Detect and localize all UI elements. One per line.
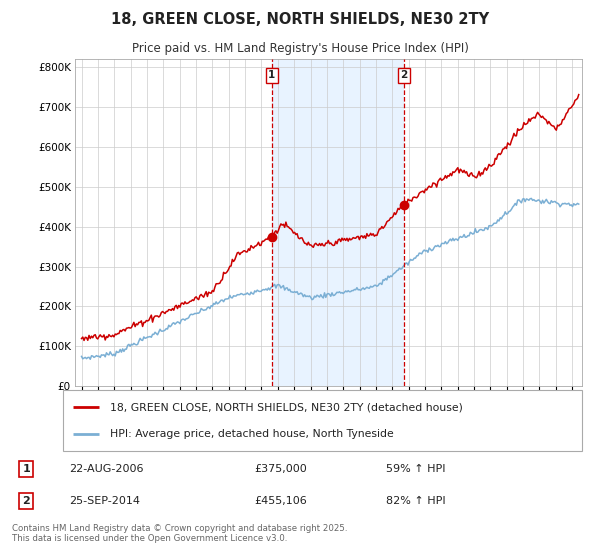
Text: 1: 1	[268, 70, 275, 80]
Text: Contains HM Land Registry data © Crown copyright and database right 2025.
This d: Contains HM Land Registry data © Crown c…	[12, 524, 347, 543]
Text: 18, GREEN CLOSE, NORTH SHIELDS, NE30 2TY: 18, GREEN CLOSE, NORTH SHIELDS, NE30 2TY	[111, 12, 489, 27]
Text: 59% ↑ HPI: 59% ↑ HPI	[386, 464, 446, 474]
Text: 2: 2	[23, 496, 30, 506]
Text: £455,106: £455,106	[254, 496, 307, 506]
Text: 18, GREEN CLOSE, NORTH SHIELDS, NE30 2TY (detached house): 18, GREEN CLOSE, NORTH SHIELDS, NE30 2TY…	[110, 402, 463, 412]
Text: HPI: Average price, detached house, North Tyneside: HPI: Average price, detached house, Nort…	[110, 429, 394, 439]
Text: 2: 2	[401, 70, 408, 80]
FancyBboxPatch shape	[63, 390, 582, 451]
Text: 1: 1	[23, 464, 30, 474]
Text: Price paid vs. HM Land Registry's House Price Index (HPI): Price paid vs. HM Land Registry's House …	[131, 43, 469, 55]
Text: 82% ↑ HPI: 82% ↑ HPI	[386, 496, 446, 506]
Text: £375,000: £375,000	[254, 464, 307, 474]
Text: 22-AUG-2006: 22-AUG-2006	[70, 464, 144, 474]
Bar	[272, 59, 404, 386]
Text: 25-SEP-2014: 25-SEP-2014	[70, 496, 140, 506]
